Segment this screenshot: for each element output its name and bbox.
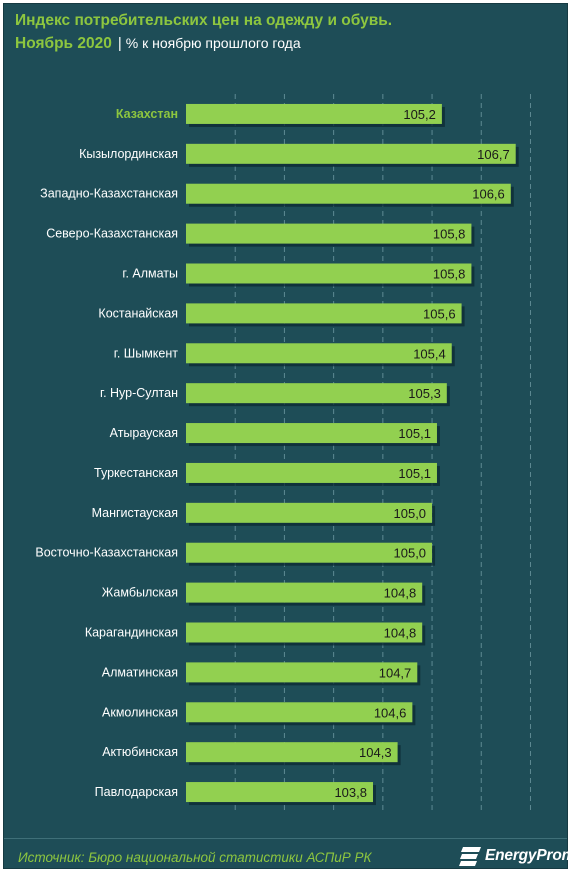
bar <box>186 183 511 204</box>
brand-name: EnergyProm <box>485 847 571 864</box>
energyprom-logo-icon <box>459 847 481 866</box>
category-label: Восточно-Казахстанская <box>35 546 178 560</box>
bars: Казахстан 105,2 Кызылординская 106,7 Западно… <box>35 103 519 806</box>
data-label: 103,8 <box>334 785 367 800</box>
chart-subtitle-unit: % к ноябрю прошлого года <box>125 35 301 51</box>
data-label: 105,1 <box>398 466 431 481</box>
brand-logo: EnergyProm <box>459 844 571 868</box>
bar-group: Туркестанская 105,1 <box>94 462 440 486</box>
bar <box>186 782 373 803</box>
data-label: 105,0 <box>394 546 427 561</box>
bar-group: Северо-Казахстанская 105,8 <box>46 223 475 247</box>
category-label: Павлодарская <box>95 785 178 799</box>
data-label: 105,1 <box>398 426 431 441</box>
bar-group: Казахстан 105,2 <box>116 103 445 127</box>
bar-group: Алматинская 104,7 <box>102 662 421 686</box>
category-label: Казахстан <box>116 107 178 121</box>
data-label: 104,3 <box>359 745 392 760</box>
bar <box>186 542 433 563</box>
category-label: Карагандинская <box>85 626 178 640</box>
bar <box>186 662 418 683</box>
category-label: Акмолинская <box>102 705 178 719</box>
bar-group: Акмолинская 104,6 <box>102 702 416 726</box>
bar-group: Восточно-Казахстанская 105,0 <box>35 542 436 566</box>
bar <box>186 143 516 164</box>
data-label: 105,6 <box>423 306 456 321</box>
category-label: Западно-Казахстанская <box>40 187 178 201</box>
bar <box>186 103 442 124</box>
bar <box>186 622 423 643</box>
bar <box>186 702 413 723</box>
bar <box>186 582 423 603</box>
subtitle-separator: | <box>117 35 122 52</box>
bar-group: Карагандинская 104,8 <box>85 622 426 646</box>
data-label: 104,7 <box>379 665 412 680</box>
data-label: 105,8 <box>433 267 466 282</box>
chart-title: Индекс потребительских цен на одежду и о… <box>15 12 393 29</box>
bar-group: Костанайская 105,6 <box>98 303 465 327</box>
category-label: г. Шымкент <box>114 346 178 360</box>
bar-group: г. Алматы 105,8 <box>122 263 475 287</box>
category-label: Туркестанская <box>94 466 178 480</box>
category-label: Костанайская <box>98 306 178 320</box>
bar <box>186 263 472 284</box>
data-label: 105,8 <box>433 227 466 242</box>
category-label: Жамбылская <box>102 586 178 600</box>
bar-group: Актюбинская 104,3 <box>102 742 401 766</box>
data-label: 106,6 <box>472 187 505 202</box>
gridlines <box>234 94 531 812</box>
category-label: Кызылординская <box>79 147 178 161</box>
subtitle-line: Ноябрь 2020 |% к ноябрю прошлого года <box>15 32 555 55</box>
data-label: 105,3 <box>408 386 441 401</box>
bar-group: Жамбылская 104,8 <box>102 582 426 606</box>
bar <box>186 223 472 244</box>
category-label: г. Алматы <box>122 267 178 281</box>
bar-group: г. Нур-Султан 105,3 <box>100 383 450 407</box>
bar-group: Кызылординская 106,7 <box>79 143 519 167</box>
bar-chart: Казахстан 105,2 Кызылординская 106,7 Западно… <box>35 94 531 812</box>
bar <box>186 343 452 364</box>
chart-panel: Индекс потребительских цен на одежду и о… <box>3 3 571 869</box>
category-label: Северо-Казахстанская <box>46 227 178 241</box>
bar-group: г. Шымкент 105,4 <box>114 343 455 367</box>
data-label: 104,6 <box>374 705 407 720</box>
chart-subtitle-date: Ноябрь 2020 <box>15 35 112 52</box>
footer-divider <box>4 838 567 839</box>
category-label: Мангистауская <box>92 506 178 520</box>
data-label: 104,8 <box>384 586 417 601</box>
bar-group: Мангистауская 105,0 <box>92 502 436 526</box>
data-label: 104,8 <box>384 626 417 641</box>
data-label: 105,0 <box>394 506 427 521</box>
bar <box>186 462 437 483</box>
data-label: 105,4 <box>413 346 446 361</box>
bar <box>186 502 433 523</box>
title-block: Индекс потребительских цен на одежду и о… <box>15 10 555 55</box>
data-label: 106,7 <box>477 147 510 162</box>
source-note: Источник: Бюро национальной статистики А… <box>18 850 372 865</box>
category-label: Атырауская <box>110 426 178 440</box>
bar-group: Атырауская 105,1 <box>110 423 440 447</box>
category-label: Алматинская <box>102 665 178 679</box>
bar <box>186 742 398 763</box>
bar-group: Западно-Казахстанская 106,6 <box>40 183 514 207</box>
category-label: Актюбинская <box>102 745 178 759</box>
bar <box>186 383 447 404</box>
bar-group: Павлодарская 103,8 <box>95 782 376 806</box>
category-label: г. Нур-Султан <box>100 386 178 400</box>
bar <box>186 303 462 324</box>
bar <box>186 423 437 444</box>
data-label: 105,2 <box>403 107 436 122</box>
